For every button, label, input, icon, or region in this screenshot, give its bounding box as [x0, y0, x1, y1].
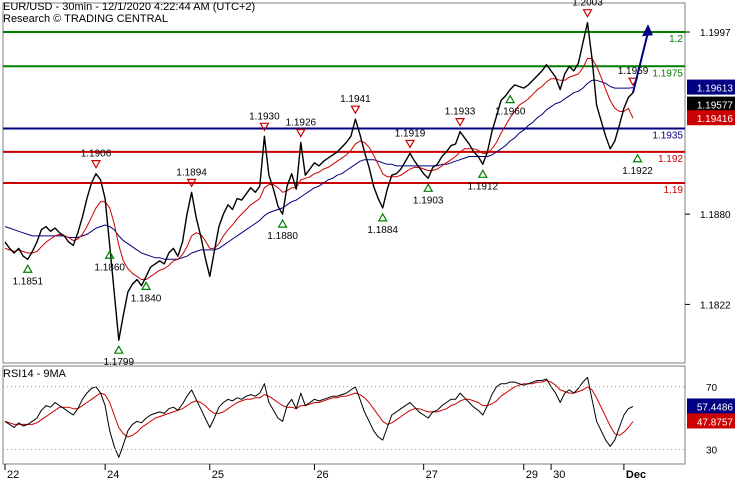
price-layer — [4, 22, 634, 341]
swing-low-label-2: 1.1860 — [94, 262, 125, 273]
swing-high-label-6: 1.1930 — [249, 111, 280, 122]
price-badge-box-0 — [687, 79, 735, 95]
swing-high-label-9: 1.1941 — [340, 94, 371, 105]
level-label-3: 1.192 — [658, 154, 683, 165]
rsi-badge-box-0 — [687, 398, 735, 414]
price-tick-label-0: 1.1822 — [700, 300, 731, 311]
swing-low-marker-10 — [377, 212, 388, 222]
price-badges: 1.19613 1.19577 1.19416 — [687, 79, 735, 126]
ma-slow-layer — [4, 79, 634, 260]
price-badge-box-1 — [687, 96, 735, 112]
swing-low-label-0: 1.1851 — [12, 276, 43, 287]
ma-slow-line — [4, 79, 634, 260]
swing-high-label-16: 1.2003 — [572, 0, 603, 9]
date-label-5: 29 — [526, 469, 538, 480]
swing-low-label-3: 1.1799 — [103, 357, 134, 368]
forecast-arrow — [632, 24, 653, 93]
swing-low-marker-2 — [104, 250, 115, 259]
swing-high-marker-5 — [186, 178, 197, 188]
rsi-title: RSI14 - 9MA — [3, 368, 66, 380]
date-label-0: 22 — [7, 469, 19, 480]
ma-fast-line — [4, 58, 634, 280]
swing-high-label-11: 1.1919 — [395, 128, 426, 139]
date-label-7: Dec — [626, 469, 646, 480]
swing-low-marker-4 — [141, 281, 152, 290]
swing-low-marker-15 — [505, 94, 516, 104]
swing-high-label-17: 1.1959 — [618, 66, 649, 77]
rsi-badge-0: 57.4486 — [697, 402, 734, 413]
rsi-badge-1: 47.8757 — [697, 417, 734, 428]
swing-high-label-13: 1.1933 — [445, 107, 476, 118]
swing-high-marker-8 — [295, 128, 306, 138]
date-label-4: 27 — [426, 469, 438, 480]
swing-high-marker-16 — [582, 9, 593, 18]
chart-source: Research © TRADING CENTRAL — [3, 13, 168, 25]
price-badge-box-2 — [687, 110, 735, 126]
date-label-1: 24 — [107, 469, 119, 480]
price-badge-1: 1.19577 — [697, 101, 734, 112]
swing-low-marker-7 — [277, 218, 288, 228]
swing-low-marker-12 — [423, 183, 434, 192]
swing-low-marker-18 — [632, 153, 643, 163]
swing-high-marker-11 — [404, 139, 416, 149]
swing-low-label-12: 1.1903 — [413, 195, 444, 206]
date-label-6: 30 — [553, 469, 565, 480]
rsi-tick-label-0: 30 — [706, 445, 718, 456]
swing-low-marker-0 — [22, 264, 33, 273]
level-label-1: 1.1975 — [652, 68, 683, 79]
swing-high-marker-9 — [350, 105, 361, 115]
date-label-2: 25 — [212, 469, 224, 480]
swing-high-marker-1 — [90, 160, 102, 169]
price-badge-2: 1.19416 — [697, 114, 734, 125]
swing-low-label-18: 1.1922 — [622, 166, 653, 177]
forecast-arrow-head — [642, 24, 653, 37]
swing-high-label-5: 1.1894 — [176, 167, 207, 178]
swing-low-label-14: 1.1912 — [468, 181, 499, 192]
rsi-layer — [4, 376, 634, 458]
rsi-tick-label-1: 70 — [706, 383, 718, 394]
horizontal-levels: 1.2 1.1975 1.1935 1.192 1.19 — [3, 31, 685, 196]
level-label-4: 1.19 — [664, 185, 684, 196]
rsi-y-axis: 30 70 — [3, 383, 718, 456]
swing-high-marker-6 — [259, 122, 270, 132]
level-label-0: 1.2 — [669, 34, 683, 45]
swing-low-label-4: 1.1840 — [131, 293, 162, 304]
swing-high-marker-13 — [455, 118, 466, 127]
swing-low-marker-3 — [113, 344, 124, 354]
price-y-axis: 1.1822 1.1880 1.1997 — [685, 28, 731, 311]
swing-low-marker-14 — [477, 169, 488, 178]
price-tick-label-1: 1.1880 — [700, 210, 731, 221]
price-line — [4, 22, 634, 341]
swing-high-label-1: 1.1906 — [81, 149, 112, 160]
rsi-badges: 57.4486 47.8757 — [687, 398, 735, 429]
swing-markers: 1.1851 1.1906 1.1860 1.1799 1.1840 1.1894 1.19… — [12, 0, 653, 368]
forecast-arrow-shaft — [632, 31, 649, 93]
rsi-badge-box-1 — [687, 413, 735, 429]
rsi-line — [4, 376, 634, 458]
rsi-panel-frame — [2, 365, 686, 465]
chart-title: EUR/USD - 30min - 12/1/2020 4:22:44 AM (… — [3, 1, 256, 13]
date-label-3: 26 — [316, 469, 328, 480]
swing-high-label-8: 1.1926 — [286, 118, 317, 129]
level-label-2: 1.1935 — [652, 131, 683, 142]
swing-low-label-10: 1.1884 — [367, 225, 398, 236]
price-tick-label-2: 1.1997 — [700, 28, 731, 39]
date-axis: 22 24 25 26 27 29 30 Dec — [4, 464, 646, 480]
swing-low-label-15: 1.1960 — [495, 107, 526, 118]
ma-fast-layer — [4, 58, 634, 280]
price-badge-0: 1.19613 — [697, 84, 734, 95]
swing-low-label-7: 1.1880 — [267, 231, 298, 242]
